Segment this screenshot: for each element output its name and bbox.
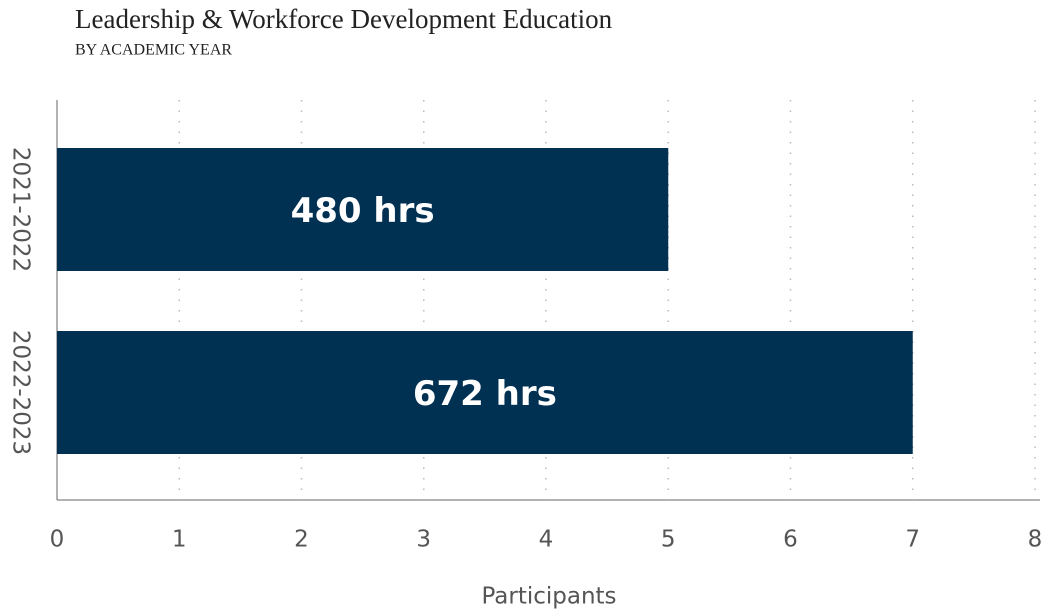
x-tick-label: 4: [539, 527, 554, 553]
x-tick-label: 2: [294, 527, 309, 553]
bar: [57, 148, 669, 271]
bar: [57, 331, 913, 454]
chart-title: Leadership & Workforce Development Educa…: [75, 4, 613, 34]
bar-annotation: 480 hrs: [291, 191, 435, 231]
x-tick-label: 5: [661, 527, 676, 553]
bar-annotation: 672 hrs: [413, 374, 557, 414]
y-tick-label: 2021-2022: [8, 147, 34, 272]
x-tick-label: 1: [172, 527, 187, 553]
x-tick-label: 0: [50, 527, 65, 553]
x-tick-label: 7: [905, 527, 920, 553]
y-tick-label: 2022-2023: [8, 330, 34, 455]
x-tick-label: 8: [1028, 527, 1043, 553]
x-tick-label: 6: [783, 527, 798, 553]
chart-subtitle: BY ACADEMIC YEAR: [75, 42, 232, 59]
x-axis-label: Participants: [481, 584, 616, 610]
x-tick-label: 3: [416, 527, 431, 553]
